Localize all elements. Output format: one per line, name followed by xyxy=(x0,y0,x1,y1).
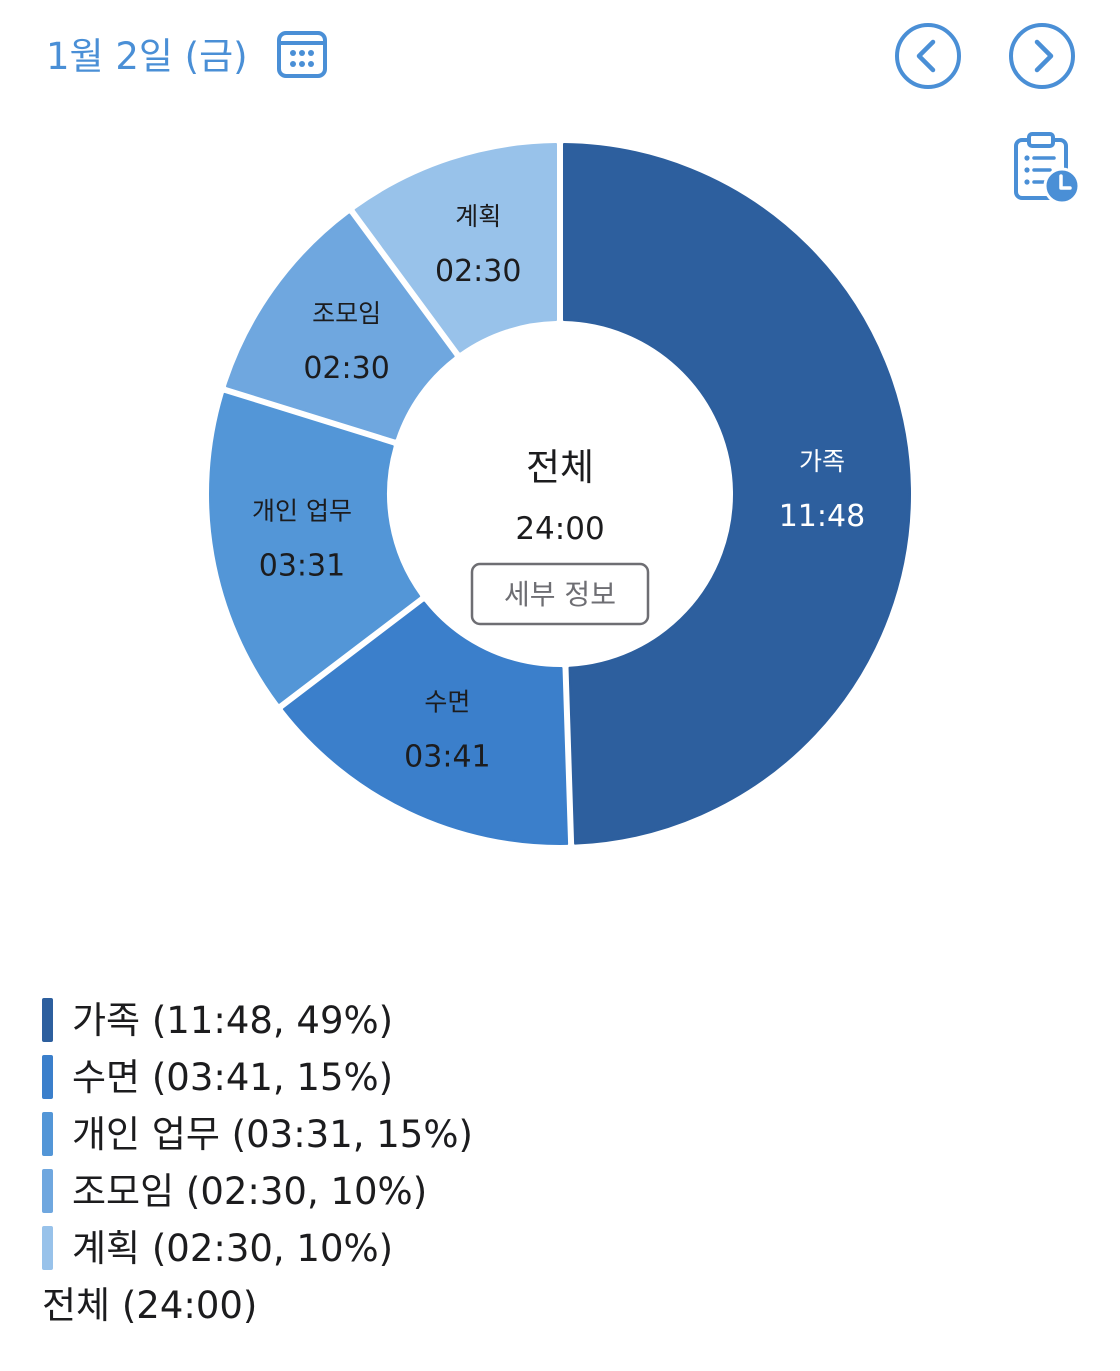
donut-slices xyxy=(209,143,911,845)
legend-color-swatch xyxy=(42,1226,53,1270)
donut-slice-labels: 가족 11:48 수면 03:41 개인 업무 03:31 조모임 02:30 계획 02:30 xyxy=(252,202,865,774)
legend-color-swatch xyxy=(42,1112,53,1156)
legend-item-label: 조모임 (02:30, 10%) xyxy=(72,1170,428,1213)
calendar-icon xyxy=(277,31,327,78)
donut-slice[interactable] xyxy=(209,392,421,704)
legend-item: 조모임 (02:30, 10%) xyxy=(42,1163,427,1220)
donut-slice[interactable] xyxy=(354,143,557,353)
legend-item: 계획 (02:30, 10%) xyxy=(42,1220,393,1277)
slice-time: 03:41 xyxy=(404,740,490,775)
legend-color-swatch xyxy=(42,1055,53,1099)
legend-item-label: 수면 (03:41, 15%) xyxy=(72,1056,394,1099)
slice-time: 11:48 xyxy=(779,499,865,534)
legend-item-label: 계획 (02:30, 10%) xyxy=(72,1227,394,1270)
legend-item-label: 개인 업무 (03:31, 15%) xyxy=(72,1113,473,1156)
donut-slice[interactable] xyxy=(225,213,455,440)
legend-item: 가족 (11:48, 49%) xyxy=(42,992,393,1049)
legend: 가족 (11:48, 49%) 수면 (03:41, 15%) 개인 업무 (03:… xyxy=(42,992,473,1334)
slice-time: 03:31 xyxy=(259,548,345,583)
legend-color-swatch xyxy=(42,1169,53,1213)
date-title[interactable]: 1월 2일 (금) xyxy=(46,35,248,78)
next-day-button[interactable] xyxy=(1008,22,1076,90)
slice-time: 02:30 xyxy=(303,351,389,386)
slice-label: 수면 xyxy=(424,688,470,717)
legend-item: 개인 업무 (03:31, 15%) xyxy=(42,1106,473,1163)
center-total-label: 전체 xyxy=(526,446,594,489)
chevron-right-circle-icon xyxy=(1009,23,1075,89)
donut-slice[interactable] xyxy=(563,143,911,845)
header: 1월 2일 (금) xyxy=(0,0,1120,110)
detail-info-button[interactable]: 세부 정보 xyxy=(470,562,650,626)
slice-time: 02:30 xyxy=(435,254,521,289)
legend-items: 가족 (11:48, 49%) 수면 (03:41, 15%) 개인 업무 (03:… xyxy=(42,992,473,1277)
prev-day-button[interactable] xyxy=(894,22,962,90)
donut-center: 전체 24:00 세부 정보 xyxy=(470,446,650,626)
slice-label: 조모임 xyxy=(312,299,381,328)
donut-slice[interactable] xyxy=(282,601,569,845)
legend-color-swatch xyxy=(42,998,53,1042)
slice-label: 개인 업무 xyxy=(252,496,352,525)
chevron-left-circle-icon xyxy=(895,23,961,89)
legend-item: 수면 (03:41, 15%) xyxy=(42,1049,393,1106)
clipboard-clock-icon xyxy=(1014,132,1081,205)
legend-total: 전체 (24:00) xyxy=(42,1284,258,1327)
legend-item-label: 가족 (11:48, 49%) xyxy=(72,999,394,1042)
slice-label: 계획 xyxy=(455,202,501,231)
slice-label: 가족 xyxy=(799,447,845,476)
detail-info-button-label: 세부 정보 xyxy=(504,578,616,611)
schedule-history-button[interactable] xyxy=(1012,130,1082,206)
center-total-time: 24:00 xyxy=(515,511,604,547)
calendar-button[interactable] xyxy=(276,28,328,80)
